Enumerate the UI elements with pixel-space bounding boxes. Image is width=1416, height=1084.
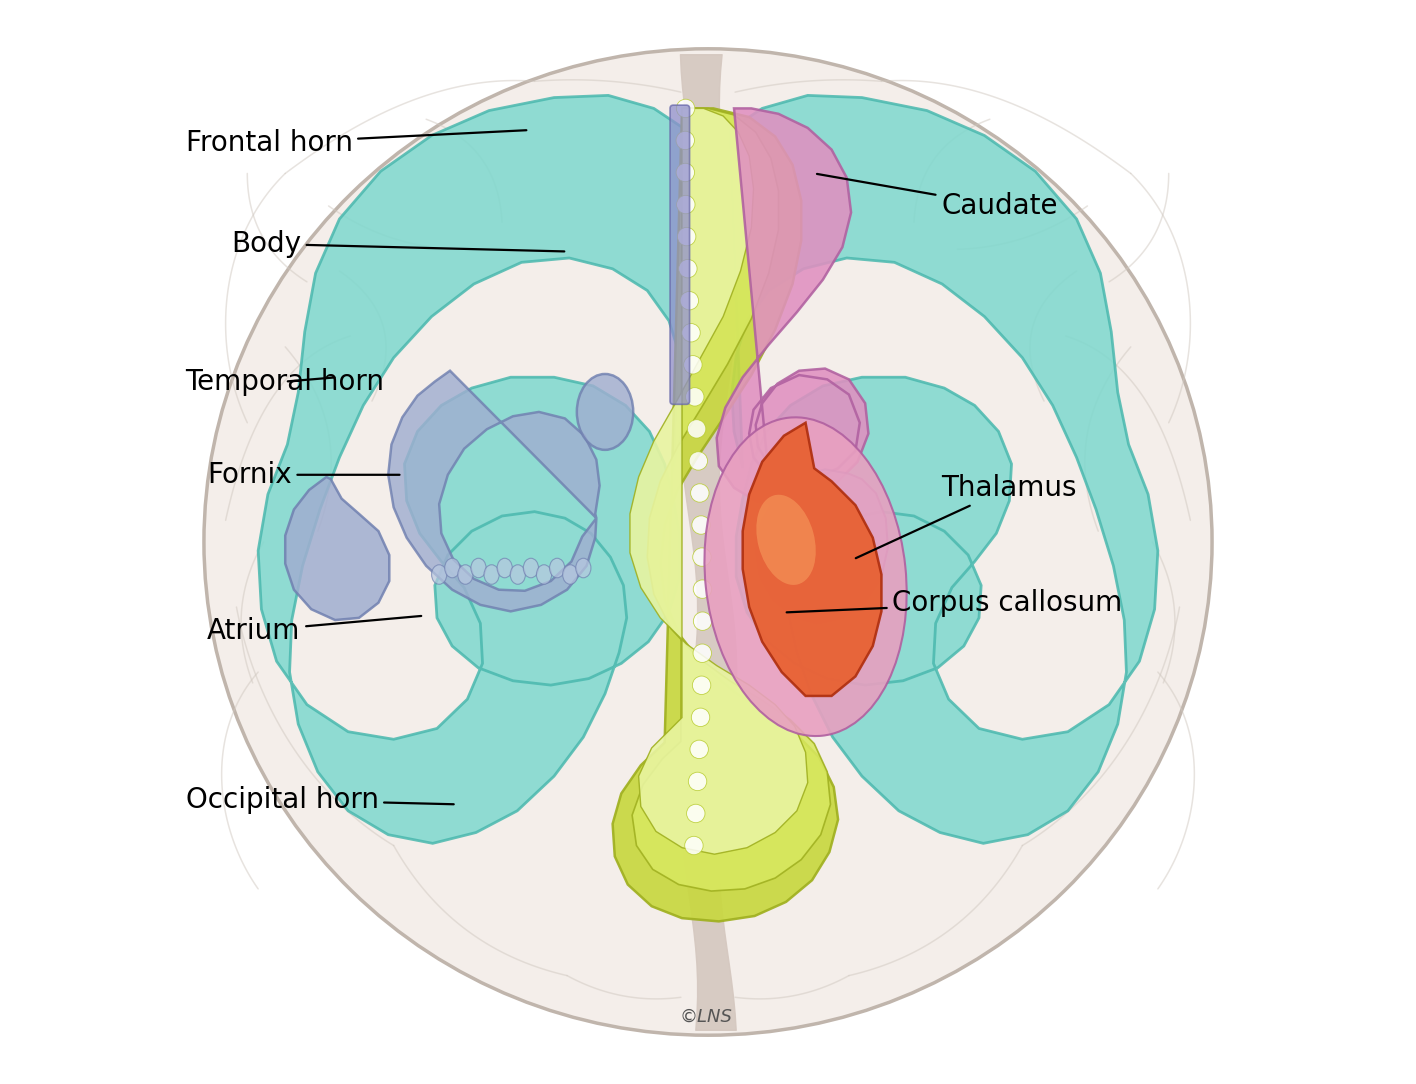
Text: Corpus callosum: Corpus callosum [787,589,1123,617]
Polygon shape [630,108,807,854]
Ellipse shape [432,565,447,584]
Text: Body: Body [231,230,565,258]
FancyBboxPatch shape [670,105,690,404]
Polygon shape [716,108,868,505]
Polygon shape [258,95,687,843]
Ellipse shape [756,494,816,585]
Polygon shape [742,423,881,696]
Ellipse shape [445,558,460,578]
Circle shape [691,483,709,502]
Polygon shape [729,95,1158,843]
Ellipse shape [576,374,633,450]
Text: Atrium: Atrium [207,616,421,645]
Circle shape [692,547,711,566]
Text: Occipital horn: Occipital horn [185,786,453,814]
Circle shape [678,259,697,278]
Polygon shape [388,371,599,611]
Circle shape [692,676,711,695]
Circle shape [690,452,708,470]
Polygon shape [756,469,888,623]
Text: Frontal horn: Frontal horn [185,129,527,157]
Ellipse shape [472,558,486,578]
Text: Fornix: Fornix [207,461,399,489]
Circle shape [692,644,711,662]
Polygon shape [285,477,389,620]
Circle shape [677,99,695,118]
Ellipse shape [537,565,552,584]
Ellipse shape [562,565,578,584]
Circle shape [685,388,704,406]
Text: Caudate: Caudate [817,173,1058,220]
Circle shape [694,612,712,631]
Text: Thalamus: Thalamus [855,474,1076,558]
Circle shape [684,356,702,374]
Ellipse shape [576,558,590,578]
Circle shape [687,804,705,823]
Circle shape [687,420,705,438]
Circle shape [683,323,701,341]
Circle shape [675,164,694,182]
Ellipse shape [497,558,513,578]
Circle shape [680,292,698,310]
Circle shape [677,228,695,246]
Circle shape [694,580,712,598]
Circle shape [685,837,704,854]
Circle shape [677,195,695,214]
Ellipse shape [549,558,565,578]
Ellipse shape [704,417,906,736]
Text: ©LNS: ©LNS [680,1008,732,1025]
Ellipse shape [457,565,473,584]
Text: Temporal horn: Temporal horn [185,367,385,396]
Ellipse shape [524,558,538,578]
Ellipse shape [204,49,1212,1035]
Ellipse shape [510,565,525,584]
Circle shape [691,708,709,726]
Polygon shape [613,108,838,921]
Ellipse shape [484,565,500,584]
Circle shape [690,740,708,759]
Circle shape [675,131,694,150]
Polygon shape [632,108,831,891]
Circle shape [688,772,707,790]
Circle shape [692,516,711,534]
